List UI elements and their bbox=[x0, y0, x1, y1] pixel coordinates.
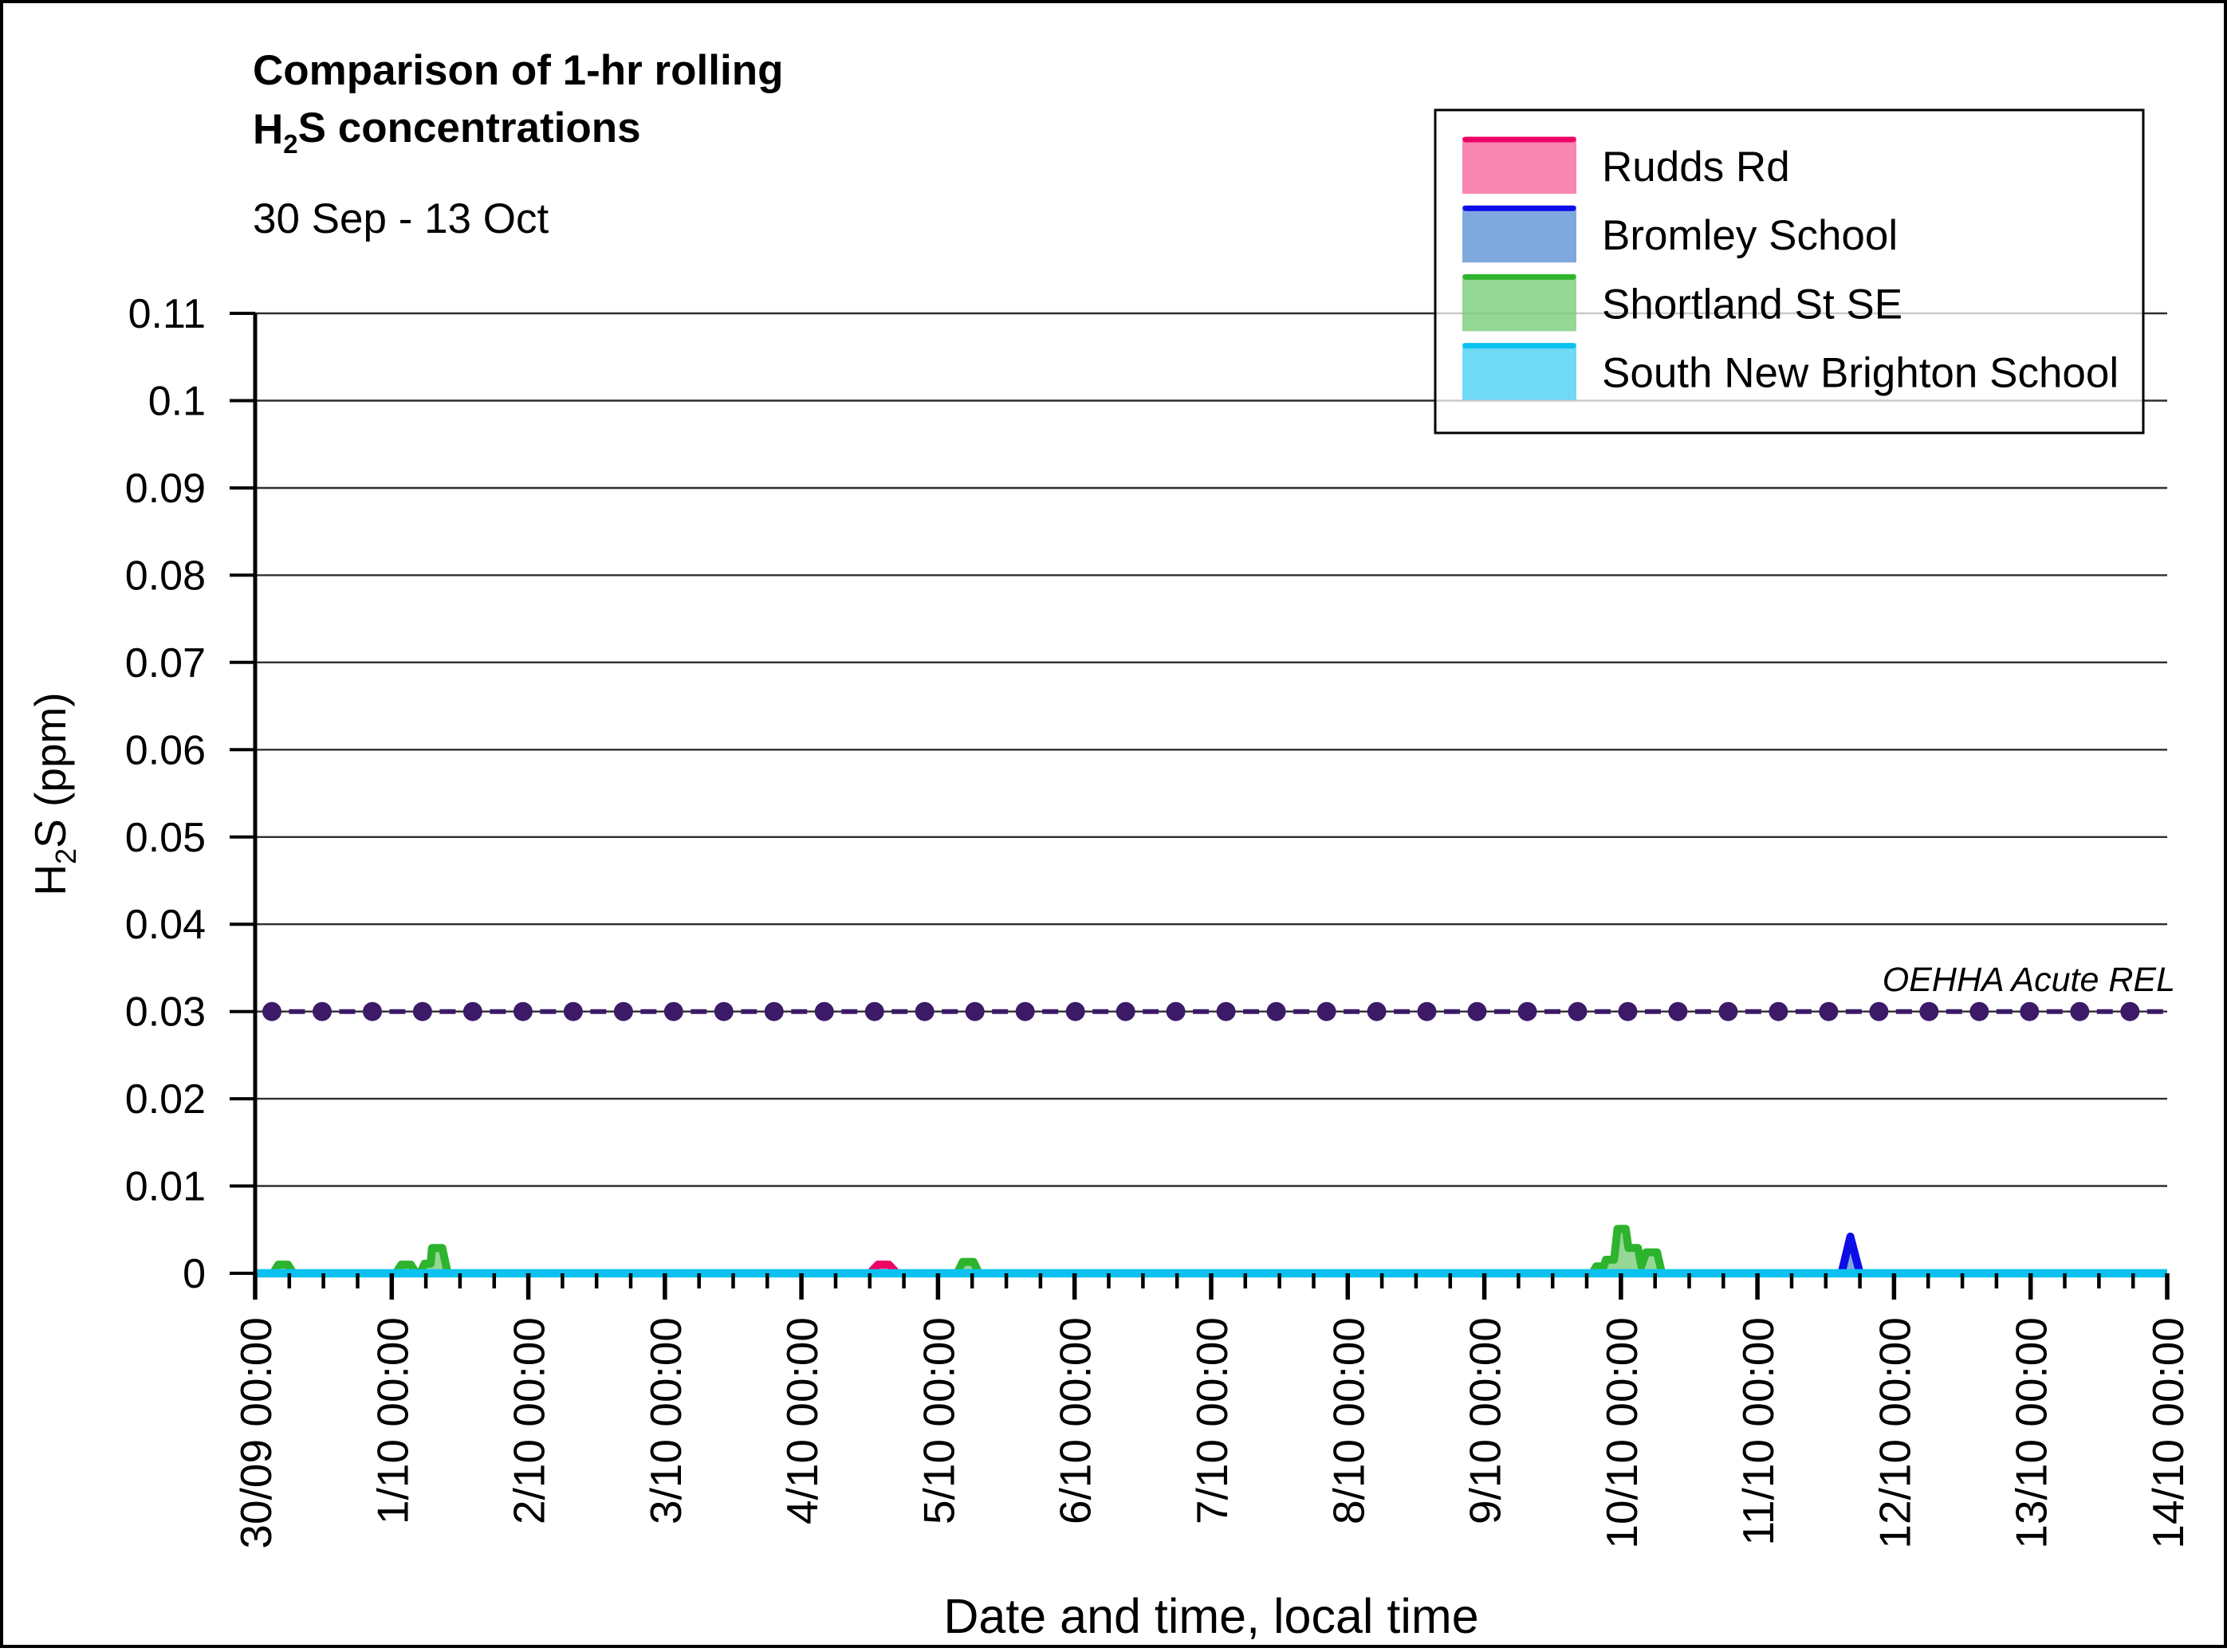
svg-text:0.09: 0.09 bbox=[125, 466, 206, 512]
svg-text:13/10 00:00: 13/10 00:00 bbox=[2007, 1317, 2056, 1549]
svg-text:0.03: 0.03 bbox=[125, 989, 206, 1036]
svg-text:Rudds Rd: Rudds Rd bbox=[1602, 144, 1790, 191]
svg-text:0.04: 0.04 bbox=[125, 902, 206, 948]
svg-text:2/10 00:00: 2/10 00:00 bbox=[505, 1317, 554, 1524]
svg-text:Comparison of 1-hr rolling: Comparison of 1-hr rolling bbox=[253, 47, 783, 94]
svg-text:30 Sep - 13 Oct: 30 Sep - 13 Oct bbox=[253, 195, 549, 242]
svg-text:0.07: 0.07 bbox=[125, 640, 206, 686]
svg-text:H2S (ppm): H2S (ppm) bbox=[26, 692, 82, 895]
svg-text:0.02: 0.02 bbox=[125, 1076, 206, 1123]
svg-text:H2S concentrations: H2S concentrations bbox=[253, 104, 641, 159]
svg-text:4/10 00:00: 4/10 00:00 bbox=[777, 1317, 827, 1524]
svg-text:0.05: 0.05 bbox=[125, 815, 206, 861]
svg-text:0.06: 0.06 bbox=[125, 727, 206, 773]
svg-text:OEHHA Acute REL: OEHHA Acute REL bbox=[1883, 961, 2175, 999]
svg-text:South New Brighton School: South New Brighton School bbox=[1602, 350, 2119, 397]
svg-text:5/10 00:00: 5/10 00:00 bbox=[914, 1317, 963, 1524]
svg-text:6/10 00:00: 6/10 00:00 bbox=[1051, 1317, 1100, 1524]
svg-text:0: 0 bbox=[183, 1251, 206, 1297]
svg-text:8/10 00:00: 8/10 00:00 bbox=[1324, 1317, 1373, 1524]
svg-text:12/10 00:00: 12/10 00:00 bbox=[1870, 1317, 1919, 1549]
svg-text:1/10 00:00: 1/10 00:00 bbox=[368, 1317, 417, 1524]
svg-text:10/10 00:00: 10/10 00:00 bbox=[1597, 1317, 1647, 1549]
svg-text:0.1: 0.1 bbox=[148, 379, 206, 425]
svg-text:9/10 00:00: 9/10 00:00 bbox=[1461, 1317, 1510, 1524]
svg-text:11/10 00:00: 11/10 00:00 bbox=[1733, 1317, 1783, 1545]
svg-text:0.11: 0.11 bbox=[128, 291, 206, 337]
svg-text:0.01: 0.01 bbox=[125, 1164, 206, 1210]
svg-text:14/10 00:00: 14/10 00:00 bbox=[2143, 1317, 2193, 1549]
svg-text:Date and time, local time: Date and time, local time bbox=[943, 1589, 1478, 1643]
svg-text:Shortland St SE: Shortland St SE bbox=[1602, 281, 1902, 328]
svg-text:0.08: 0.08 bbox=[125, 553, 206, 599]
svg-text:30/09 00:00: 30/09 00:00 bbox=[231, 1317, 281, 1549]
svg-text:3/10 00:00: 3/10 00:00 bbox=[641, 1317, 691, 1524]
svg-text:7/10 00:00: 7/10 00:00 bbox=[1187, 1317, 1237, 1524]
svg-text:Bromley School: Bromley School bbox=[1602, 212, 1898, 259]
